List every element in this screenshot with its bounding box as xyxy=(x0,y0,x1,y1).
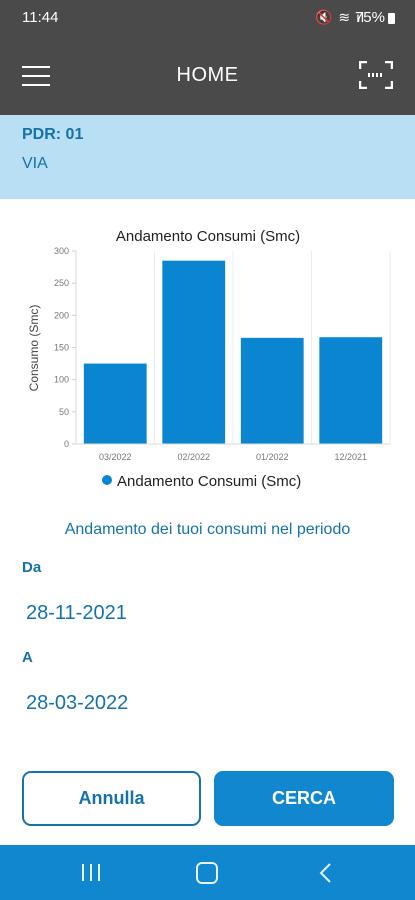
status-signal-icons: 🔇 ≋ ıl xyxy=(315,9,365,25)
y-tick-label: 150 xyxy=(54,343,69,353)
bar-01-2022 xyxy=(240,337,304,444)
bar-02-2022 xyxy=(162,260,226,444)
to-date-field[interactable]: 28-03-2022 xyxy=(26,692,129,714)
y-tick-label: 200 xyxy=(54,310,69,320)
y-axis-label: Consumo (Smc) xyxy=(27,305,41,392)
page-title: HOME xyxy=(176,64,239,86)
barcode-scan-icon[interactable] xyxy=(359,61,393,89)
from-date-field[interactable]: 28-11-2021 xyxy=(26,602,127,624)
y-tick-label: 0 xyxy=(64,439,69,449)
home-icon[interactable] xyxy=(196,862,218,884)
x-tick-label: 03/2022 xyxy=(99,452,132,462)
app-bar: HOME xyxy=(0,36,415,115)
battery-level: 75% xyxy=(354,9,385,26)
from-label: Da xyxy=(22,559,42,576)
chart-title: Andamento Consumi (Smc) xyxy=(116,228,300,245)
x-tick-label: 02/2022 xyxy=(177,452,210,462)
cancel-button[interactable]: Annulla xyxy=(22,771,201,826)
y-tick-label: 50 xyxy=(59,407,69,417)
legend-label: Andamento Consumi (Smc) xyxy=(117,473,301,490)
supply-point-info: PDR: 01 VIA xyxy=(0,115,415,199)
address: VIA xyxy=(22,155,48,172)
period-description: Andamento dei tuoi consumi nel periodo xyxy=(64,521,351,538)
consumption-chart: Andamento Consumi (Smc) 0 50 100 150 200 250 30… xyxy=(27,228,391,490)
status-bar: 11:44 🔇 ≋ ıl 75% xyxy=(0,0,415,36)
to-label: A xyxy=(22,649,33,666)
battery-icon xyxy=(388,13,395,24)
back-icon[interactable] xyxy=(315,861,337,885)
status-time: 11:44 xyxy=(22,9,59,26)
search-button[interactable]: CERCA xyxy=(214,771,394,826)
recent-apps-icon[interactable] xyxy=(81,864,101,882)
system-nav-bar xyxy=(0,845,415,900)
bar-12-2021 xyxy=(319,337,383,444)
bar-03-2022 xyxy=(83,363,147,444)
x-tick-label: 01/2022 xyxy=(256,452,289,462)
legend-marker xyxy=(102,475,112,485)
pdr-code: PDR: 01 xyxy=(22,126,84,143)
x-tick-label: 12/2021 xyxy=(334,452,367,462)
y-tick-label: 100 xyxy=(54,375,69,385)
y-tick-label: 250 xyxy=(54,278,69,288)
y-tick-label: 300 xyxy=(54,246,69,256)
hamburger-menu-icon[interactable] xyxy=(22,63,50,87)
